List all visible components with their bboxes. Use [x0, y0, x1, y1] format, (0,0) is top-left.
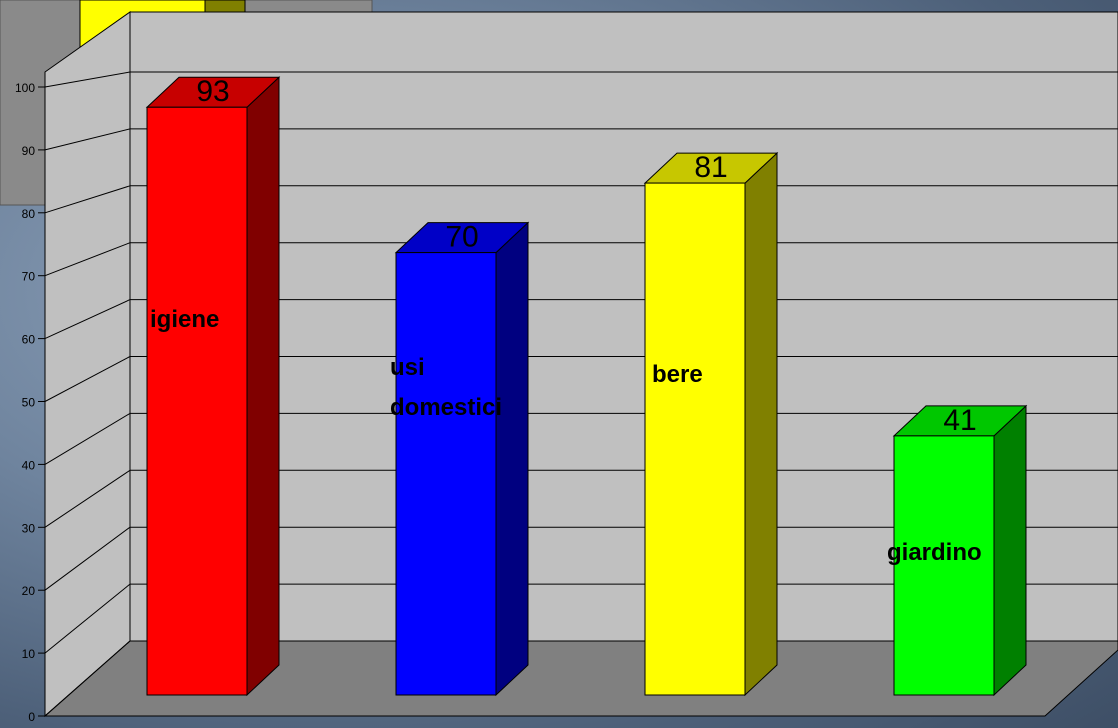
y-tick-label: 90 — [22, 144, 36, 158]
grid-line — [44, 412, 131, 465]
y-tick-label: 60 — [22, 333, 36, 347]
y-tick-label: 30 — [22, 521, 36, 535]
category-label: bere — [652, 361, 703, 388]
value-label: 41 — [943, 404, 976, 437]
grid-line — [44, 185, 131, 214]
bar — [644, 182, 746, 696]
y-tick-label: 50 — [22, 396, 36, 410]
bar — [395, 252, 497, 696]
value-label: 81 — [694, 151, 727, 184]
bar-side — [495, 221, 529, 697]
bar — [893, 435, 995, 696]
y-tick-label: 40 — [22, 458, 36, 472]
side-wall — [44, 11, 131, 718]
category-label: usi domestici — [390, 354, 503, 421]
value-label: 70 — [445, 221, 478, 254]
grid-line — [44, 526, 131, 591]
grid-line — [44, 356, 131, 402]
grid-line — [44, 71, 131, 88]
grid-line — [44, 242, 131, 277]
y-tick-label: 80 — [22, 207, 36, 221]
bar-side — [246, 76, 280, 697]
bar-side — [744, 151, 778, 697]
y-tick-label: 70 — [22, 270, 36, 284]
y-tick-label: 100 — [15, 81, 35, 95]
grid-line — [44, 299, 131, 340]
y-tick-label: 0 — [28, 710, 35, 724]
grid-line — [44, 128, 131, 151]
grid-line — [44, 583, 131, 654]
y-tick-label: 20 — [22, 584, 36, 598]
bar — [146, 106, 248, 696]
value-label: 93 — [196, 75, 229, 108]
y-tick-label: 10 — [22, 647, 36, 661]
grid-line — [44, 640, 131, 717]
category-label: giardino — [887, 539, 982, 566]
category-label: igiene — [150, 306, 220, 333]
grid-line — [44, 469, 131, 528]
